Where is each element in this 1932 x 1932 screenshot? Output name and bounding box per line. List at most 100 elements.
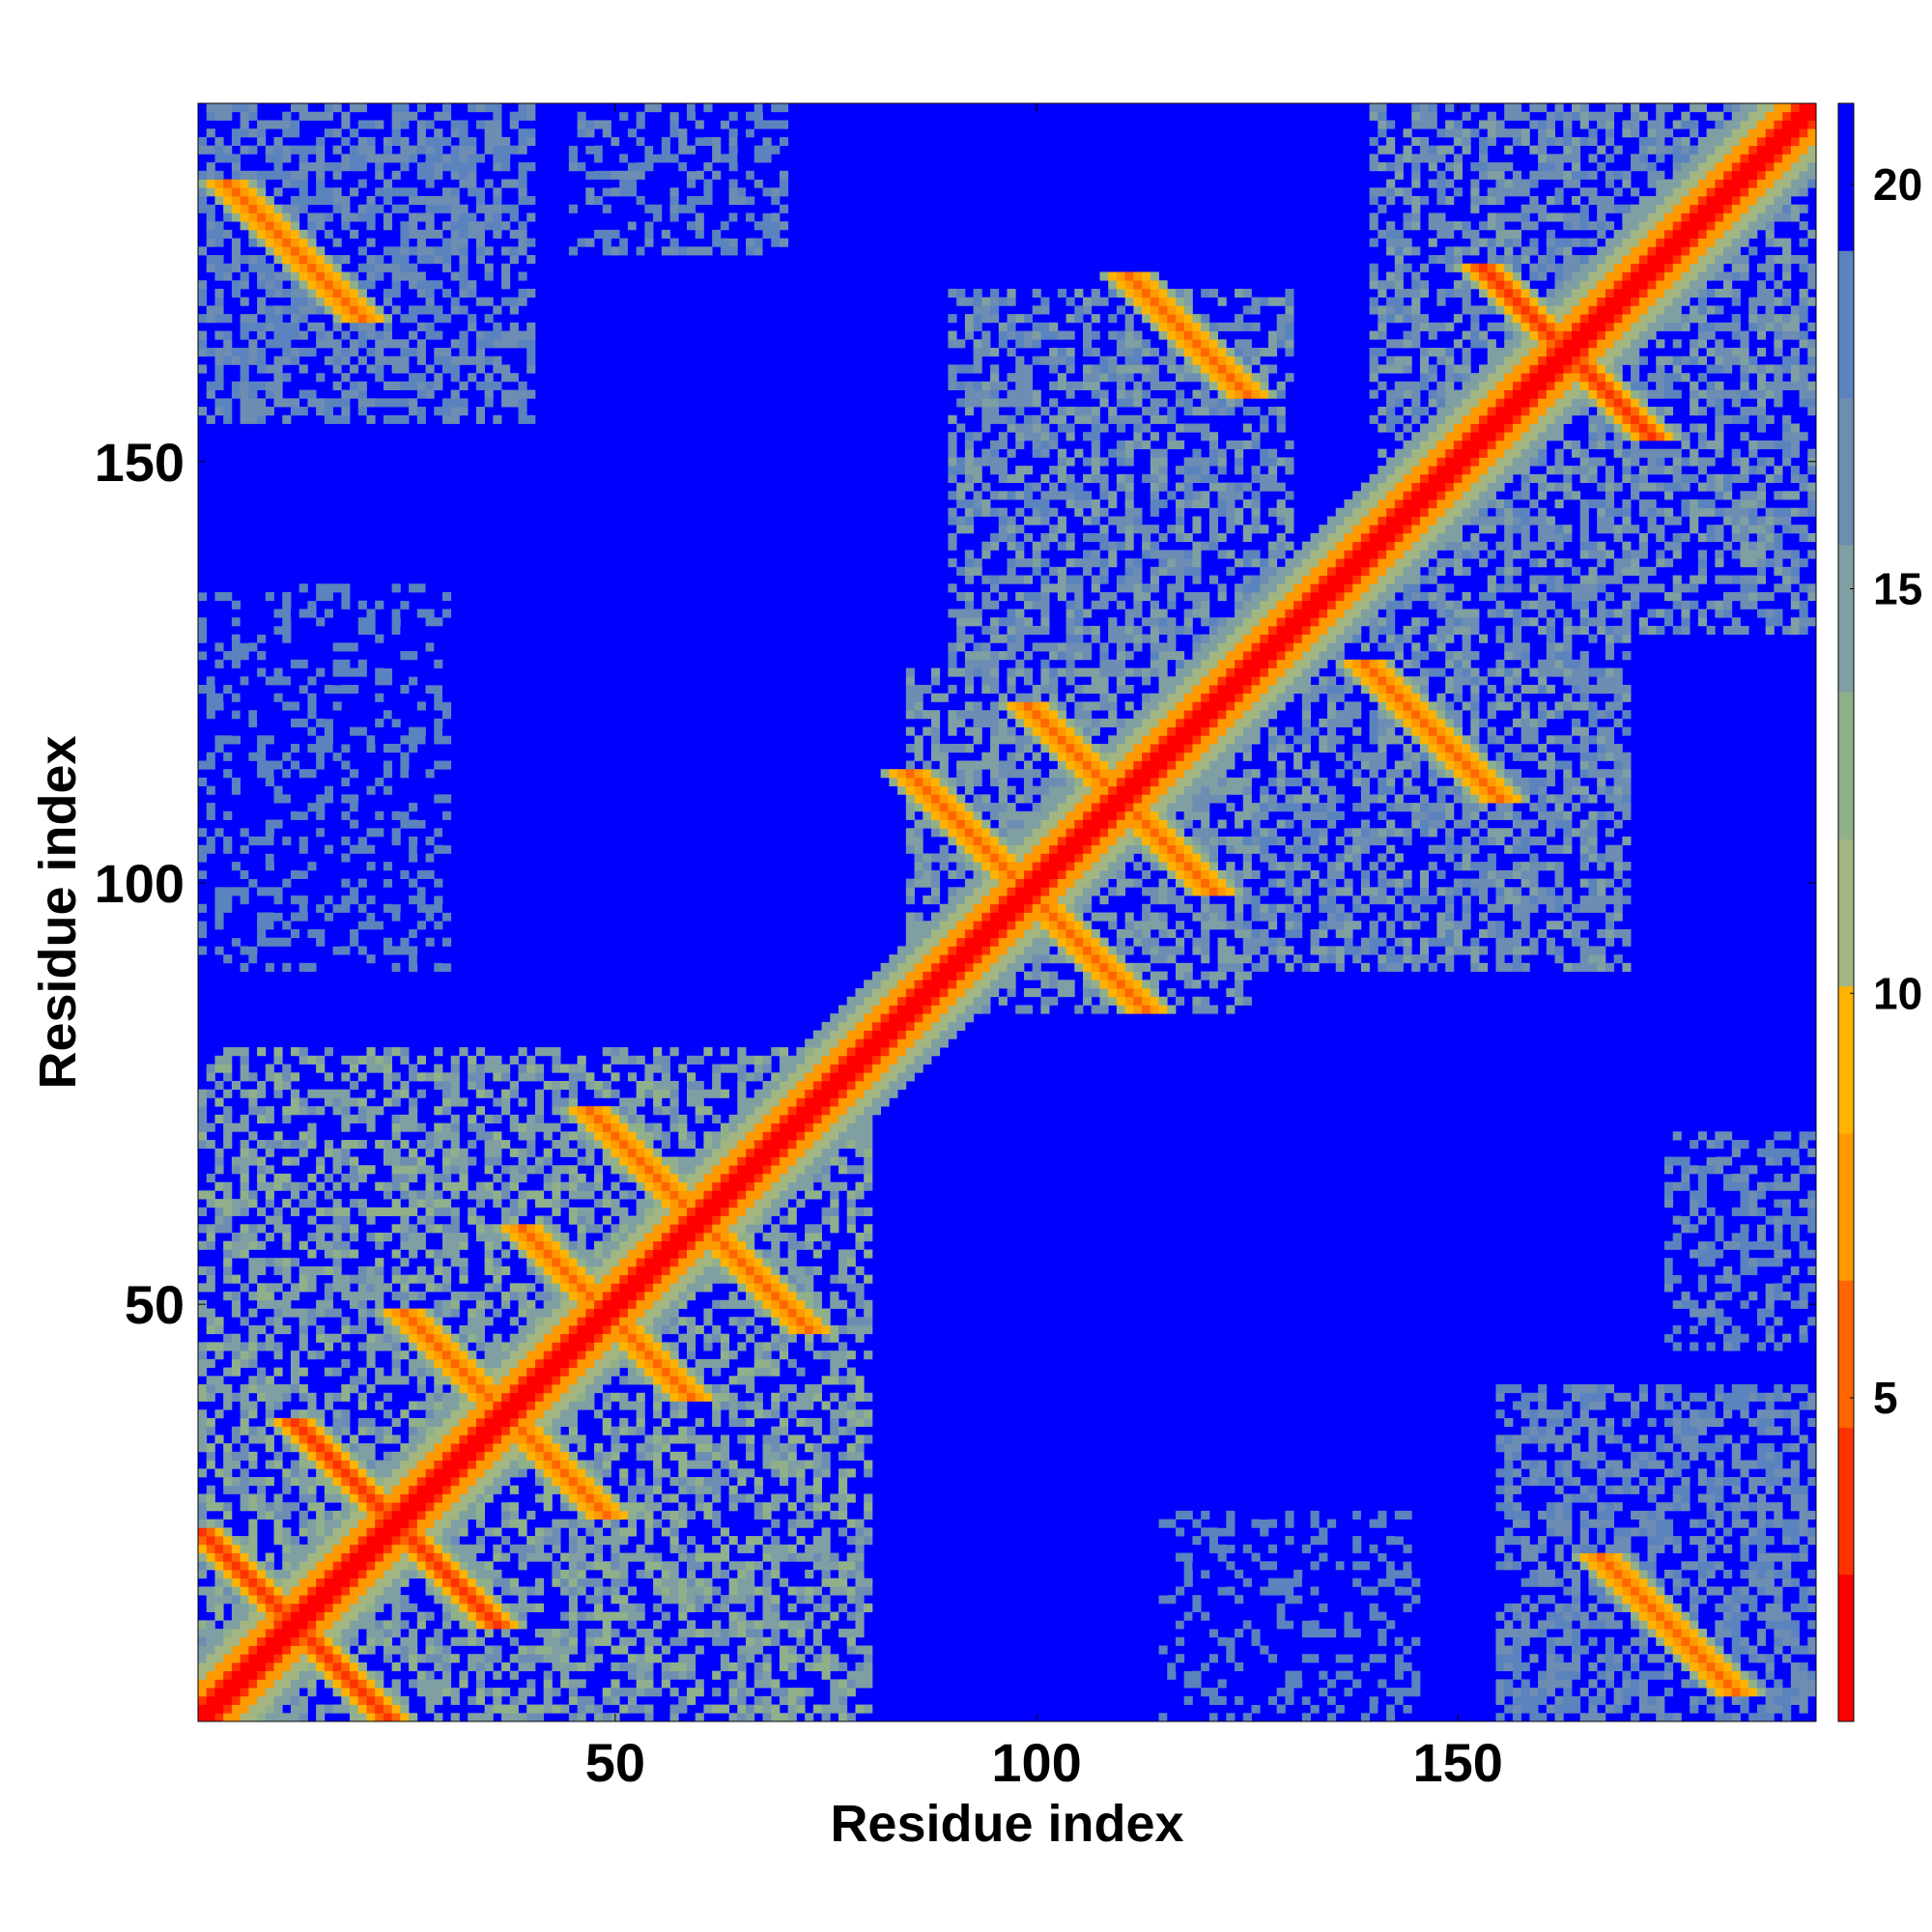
heatmap-cell bbox=[1605, 1611, 1615, 1621]
heatmap-cell bbox=[1638, 1435, 1648, 1444]
heatmap-cell bbox=[846, 1536, 856, 1546]
heatmap-cell bbox=[669, 1384, 679, 1394]
heatmap-cell bbox=[257, 1510, 267, 1520]
heatmap-cell bbox=[1656, 1384, 1665, 1394]
heatmap-cell bbox=[357, 1292, 367, 1301]
heatmap-cell bbox=[753, 1477, 763, 1487]
heatmap-cell bbox=[332, 1367, 342, 1377]
heatmap-cell bbox=[1546, 1577, 1555, 1587]
heatmap-cell bbox=[1765, 1519, 1775, 1528]
heatmap-cell bbox=[441, 1510, 452, 1520]
heatmap-cell bbox=[1520, 1510, 1530, 1520]
heatmap-cell bbox=[1748, 1502, 1758, 1512]
heatmap-cell bbox=[636, 1215, 645, 1225]
heatmap-cell bbox=[703, 1258, 713, 1267]
heatmap-cell bbox=[1631, 1586, 1640, 1596]
heatmap-cell bbox=[1226, 1519, 1236, 1528]
heatmap-cell bbox=[484, 1629, 494, 1638]
heatmap-cell bbox=[248, 1233, 258, 1242]
heatmap-cell bbox=[1715, 1620, 1724, 1630]
heatmap-cell bbox=[1538, 1595, 1548, 1605]
heatmap-cell bbox=[206, 1654, 215, 1663]
heatmap-cell bbox=[391, 1324, 401, 1335]
heatmap-cell bbox=[585, 1662, 595, 1672]
heatmap-cell bbox=[257, 1324, 267, 1335]
heatmap-cell bbox=[383, 1629, 393, 1638]
heatmap-cell bbox=[805, 1240, 814, 1250]
heatmap-cell bbox=[391, 1561, 401, 1571]
heatmap-cell bbox=[753, 1190, 763, 1200]
heatmap-cell bbox=[341, 1519, 351, 1528]
heatmap-cell bbox=[1201, 1569, 1210, 1579]
heatmap-cell bbox=[585, 1636, 595, 1646]
heatmap-cell bbox=[223, 1258, 233, 1267]
heatmap-cell bbox=[568, 1350, 578, 1360]
heatmap-cell bbox=[1631, 1460, 1640, 1469]
heatmap-cell bbox=[864, 1350, 873, 1360]
heatmap-cell bbox=[1799, 1586, 1808, 1596]
heatmap-cell bbox=[468, 1654, 477, 1663]
heatmap-cell bbox=[534, 1544, 545, 1553]
heatmap-cell bbox=[753, 1704, 763, 1714]
heatmap-cell bbox=[1579, 1493, 1589, 1503]
heatmap-cell bbox=[627, 1265, 638, 1276]
heatmap-cell bbox=[357, 1426, 367, 1435]
heatmap-cell bbox=[366, 1485, 376, 1494]
heatmap-cell bbox=[290, 1308, 300, 1318]
heatmap-cell bbox=[703, 1502, 713, 1512]
heatmap-cell bbox=[1748, 1265, 1758, 1276]
heatmap-cell bbox=[1790, 1679, 1800, 1689]
heatmap-cell bbox=[391, 1502, 401, 1512]
heatmap-cell bbox=[441, 1299, 452, 1309]
heatmap-cell bbox=[771, 1249, 781, 1259]
heatmap-cell bbox=[846, 1274, 856, 1284]
heatmap-cell bbox=[577, 1274, 586, 1284]
heatmap-cell bbox=[1613, 1435, 1623, 1444]
heatmap-cell bbox=[1201, 1654, 1210, 1663]
heatmap-cell bbox=[737, 1654, 747, 1663]
heatmap-cell bbox=[1790, 1519, 1800, 1528]
heatmap-cell bbox=[1572, 1443, 1581, 1453]
heatmap-cell bbox=[1656, 1620, 1665, 1630]
heatmap-cell bbox=[341, 1502, 351, 1512]
heatmap-cell bbox=[568, 1603, 578, 1612]
heatmap-cell bbox=[1335, 1561, 1345, 1571]
heatmap-cell bbox=[198, 1283, 208, 1293]
heatmap-cell bbox=[1563, 1603, 1573, 1612]
heatmap-cell bbox=[493, 1451, 502, 1461]
heatmap-cell bbox=[350, 1502, 359, 1512]
heatmap-cell bbox=[728, 1485, 738, 1494]
heatmap-cell bbox=[1554, 1527, 1564, 1537]
heatmap-cell bbox=[1208, 1586, 1218, 1596]
heatmap-cell bbox=[1681, 1679, 1690, 1689]
heatmap-cell bbox=[248, 1292, 258, 1301]
heatmap-cell bbox=[864, 1536, 873, 1546]
heatmap-cell bbox=[357, 1265, 367, 1276]
heatmap-cell bbox=[316, 1308, 326, 1318]
heatmap-cell bbox=[383, 1695, 393, 1705]
heatmap-cell bbox=[720, 1333, 730, 1343]
heatmap-cell bbox=[1782, 1519, 1792, 1528]
heatmap-cell bbox=[375, 1460, 384, 1469]
heatmap-cell bbox=[762, 1620, 772, 1630]
heatmap-cell bbox=[1690, 1173, 1699, 1183]
heatmap-cell bbox=[375, 1552, 384, 1562]
heatmap-cell bbox=[468, 1417, 477, 1428]
heatmap-cell bbox=[391, 1199, 401, 1208]
heatmap-cell bbox=[787, 1173, 797, 1183]
heatmap-cell bbox=[585, 1358, 595, 1368]
heatmap-cell bbox=[653, 1199, 663, 1208]
heatmap-cell bbox=[611, 1688, 620, 1697]
heatmap-cell bbox=[1799, 1527, 1808, 1537]
heatmap-cell bbox=[1504, 1629, 1514, 1638]
heatmap-cell bbox=[661, 1468, 670, 1478]
heatmap-cell bbox=[1520, 1629, 1530, 1638]
heatmap-cell bbox=[611, 1426, 620, 1435]
heatmap-cell bbox=[830, 1181, 839, 1191]
heatmap-cell bbox=[753, 1662, 763, 1672]
heatmap-cell bbox=[534, 1333, 545, 1343]
heatmap-cell bbox=[375, 1636, 384, 1646]
heatmap-cell bbox=[493, 1384, 502, 1394]
heatmap-cell bbox=[534, 1258, 545, 1267]
heatmap-cell bbox=[1723, 1527, 1733, 1537]
